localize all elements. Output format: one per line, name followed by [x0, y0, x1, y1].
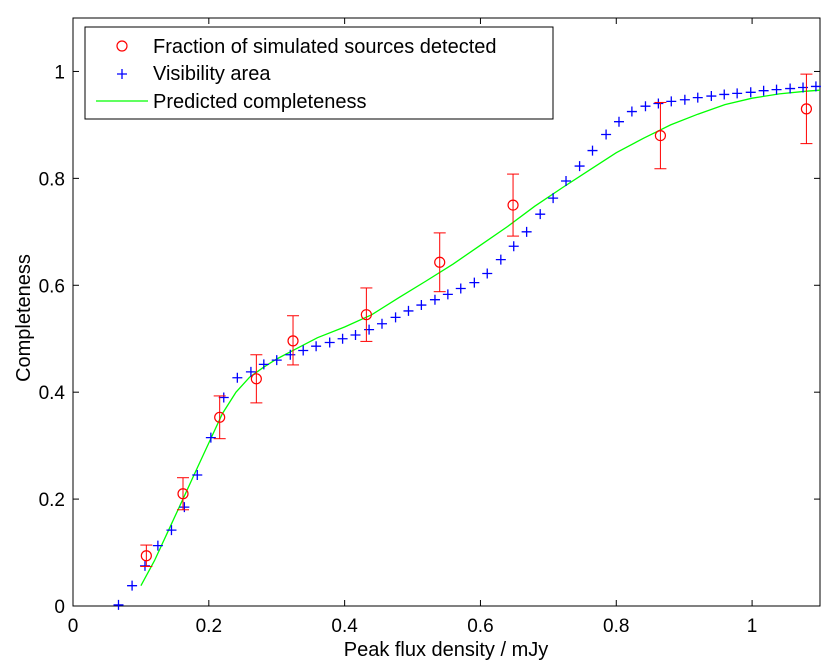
legend-marker-visibility [117, 69, 127, 79]
visibility-area-point [192, 470, 203, 481]
visibility-area-point [232, 372, 243, 383]
visibility-area-point [785, 83, 796, 94]
visibility-area-point [337, 333, 348, 344]
visibility-area-point [442, 289, 453, 300]
y-tick-label: 0.4 [39, 383, 66, 404]
visibility-area-point [376, 318, 387, 329]
detected-fraction-point [800, 103, 813, 115]
visibility-area-point [364, 324, 375, 335]
legend-label-predicted: Predicted completeness [153, 91, 366, 113]
x-tick-labels: 0 0.2 0.4 0.6 0.8 1 [68, 616, 758, 637]
y-tick-label: 0 [54, 597, 65, 618]
visibility-area-point [218, 392, 229, 403]
visibility-area-point [653, 98, 664, 109]
visibility-area-point [258, 359, 269, 370]
visibility-area-point [745, 87, 756, 98]
y-axis-label: Completeness [13, 254, 35, 382]
y-tick-label: 0.8 [39, 169, 65, 190]
visibility-area-point [732, 88, 743, 99]
visibility-area-point [561, 176, 572, 187]
visibility-area-point [521, 226, 532, 237]
y-tick-labels: 0 0.2 0.4 0.6 0.8 1 [39, 62, 66, 618]
visibility-area-point [495, 254, 506, 265]
visibility-area-point [416, 300, 427, 311]
x-axis-label: Peak flux density / mJy [344, 639, 549, 661]
detected-fraction-point [654, 130, 667, 142]
visibility-area-point [692, 92, 703, 103]
visibility-area-point [706, 91, 717, 102]
visibility-area-point [613, 116, 624, 127]
visibility-area-point [245, 366, 256, 377]
visibility-area-point [166, 525, 177, 536]
legend: Fraction of simulated sources detected V… [84, 26, 554, 120]
visibility-area-point [455, 283, 466, 294]
legend-box [84, 26, 554, 120]
visibility-area-point [548, 193, 559, 204]
detected-fraction-point [360, 309, 372, 321]
y-tick-label: 0.2 [39, 490, 65, 511]
axis-ticks [72, 18, 820, 607]
detected-fraction-point [287, 335, 299, 347]
series-layer [113, 73, 821, 610]
visibility-area-point [574, 161, 585, 172]
visibility-area-point [350, 329, 361, 340]
visibility-area-point [626, 106, 637, 117]
detected-fraction-point [214, 411, 226, 423]
visibility-area-point [601, 129, 612, 140]
visibility-area-point [469, 277, 480, 288]
detected-fraction-point [140, 550, 152, 562]
legend-label-visibility: Visibility area [153, 63, 271, 85]
x-tick-label: 0 [68, 616, 79, 637]
visibility-area-point [640, 101, 651, 112]
visibility-area-point [205, 432, 216, 443]
visibility-area-point [587, 145, 598, 156]
visibility-area-point [139, 560, 150, 571]
visibility-area-point [271, 355, 282, 366]
x-tick-label: 0.2 [196, 616, 222, 637]
detected-fraction-point [177, 488, 189, 500]
visibility-area-point [390, 312, 401, 323]
visibility-area-point [482, 268, 493, 279]
visibility-area-point [311, 341, 322, 352]
x-tick-label: 0.6 [467, 616, 493, 637]
detected-fraction-point [434, 256, 446, 268]
visibility-area-point [535, 209, 546, 220]
x-tick-label: 1 [747, 616, 758, 637]
legend-marker-detected [116, 40, 128, 52]
visibility-area-point [324, 337, 335, 348]
visibility-area-point [666, 96, 677, 107]
visibility-area-point [758, 85, 769, 96]
visibility-area-point [179, 502, 190, 513]
legend-label-detected: Fraction of simulated sources detected [153, 36, 497, 58]
x-tick-label: 0.4 [331, 616, 358, 637]
visibility-area-point [679, 94, 690, 105]
detected-fraction-point [507, 199, 519, 211]
visibility-area-point [810, 81, 821, 92]
visibility-area-point [298, 345, 309, 356]
visibility-area-point [771, 84, 782, 95]
visibility-area-point [113, 599, 124, 610]
visibility-area-point [285, 349, 296, 360]
y-tick-label: 0.6 [39, 276, 65, 297]
y-tick-label: 1 [54, 62, 65, 83]
x-tick-label: 0.8 [603, 616, 629, 637]
detected-fraction-point [250, 373, 262, 385]
visibility-area-point [719, 89, 730, 100]
visibility-area-point [127, 580, 138, 591]
visibility-area-point [152, 540, 163, 551]
visibility-area-point [403, 305, 414, 316]
visibility-area-point [508, 241, 519, 252]
visibility-area-point [429, 294, 440, 305]
